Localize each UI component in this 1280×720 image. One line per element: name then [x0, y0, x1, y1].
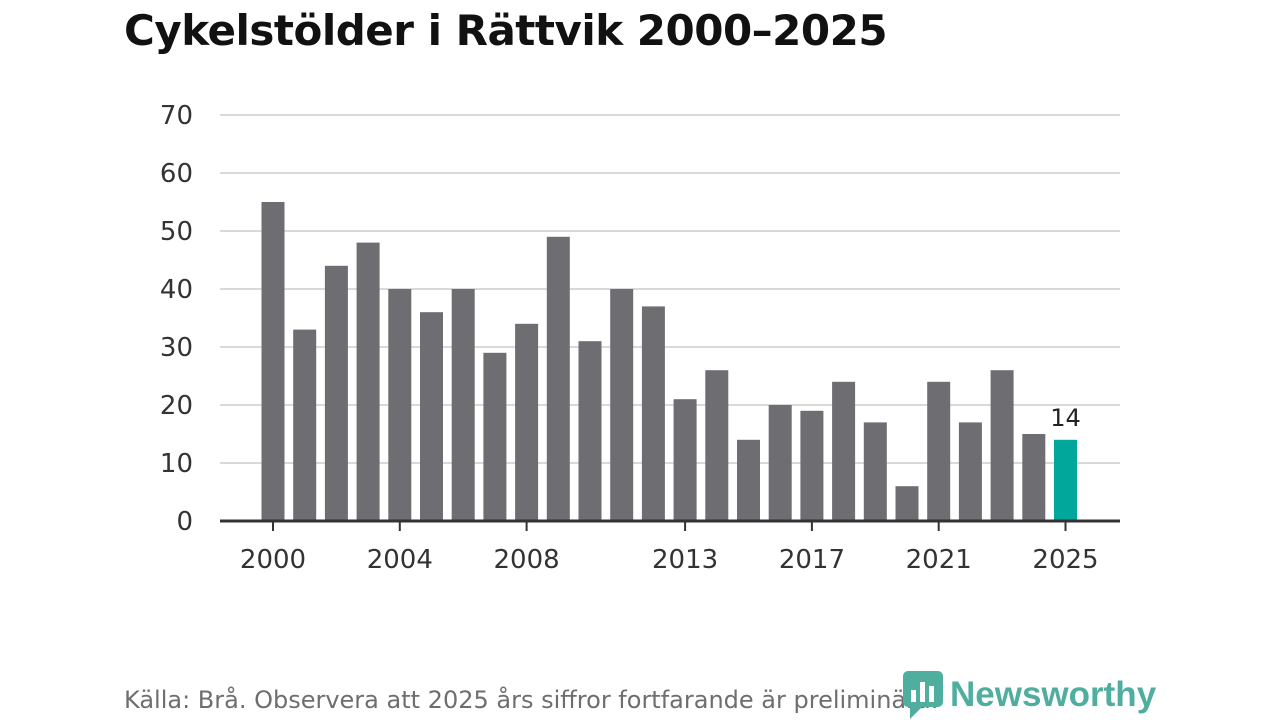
bar-2023 — [990, 370, 1014, 521]
y-tick-label-50: 50 — [160, 217, 193, 247]
bars — [261, 202, 1077, 522]
bar-2025 — [1054, 439, 1077, 521]
bar-2015 — [737, 439, 760, 521]
source-note: Källa: Brå. Observera att 2025 års siffr… — [124, 686, 939, 714]
brand-logo: Newsworthy — [902, 670, 1156, 720]
bar-2018 — [832, 381, 856, 521]
bar-2024 — [1022, 434, 1046, 521]
bar-chart: 0 10 20 30 40 50 60 70 2000 2004 2008 2013 2017 2021… — [160, 101, 1120, 575]
newsworthy-logo-icon — [903, 671, 943, 719]
bar-2021 — [927, 381, 951, 521]
y-tick-label-30: 30 — [160, 333, 193, 363]
bar-2004 — [388, 289, 412, 521]
bar-2022 — [958, 422, 982, 521]
bar-2007 — [483, 352, 507, 521]
bar-2013 — [673, 399, 697, 521]
bar-2009 — [546, 236, 570, 522]
y-tick-label-10: 10 — [160, 449, 193, 479]
bar-2020 — [895, 486, 919, 521]
chart-title: Cykelstölder i Rättvik 2000–2025 — [124, 6, 888, 55]
y-tick-label-0: 0 — [176, 507, 193, 537]
bar-2017 — [800, 410, 824, 521]
bar-2016 — [768, 405, 792, 521]
y-axis-ticks: 0 10 20 30 40 50 60 70 — [160, 101, 193, 537]
bar-2008 — [515, 323, 539, 521]
x-tick-label-2000: 2000 — [240, 545, 306, 575]
y-tick-label-20: 20 — [160, 391, 193, 421]
bar-2003 — [356, 242, 380, 521]
x-tick-label-2004: 2004 — [367, 545, 433, 575]
bar-2006 — [451, 289, 475, 521]
bar-2012 — [641, 306, 665, 521]
bar-2011 — [610, 289, 634, 521]
y-tick-label-40: 40 — [160, 275, 193, 305]
bar-2000 — [261, 202, 285, 521]
bar-2002 — [324, 265, 348, 521]
x-tick-label-2017: 2017 — [779, 545, 845, 575]
gridlines — [220, 114, 1120, 464]
x-tick-label-2008: 2008 — [494, 545, 560, 575]
x-tick-label-2021: 2021 — [906, 545, 972, 575]
bar-2019 — [863, 422, 887, 521]
y-tick-label-70: 70 — [160, 101, 193, 131]
bar-2005 — [420, 312, 443, 521]
x-tick-label-2025: 2025 — [1032, 545, 1098, 575]
x-axis-ticks: 2000 2004 2008 2013 2017 2021 2025 — [240, 521, 1099, 575]
bar-2014 — [705, 370, 729, 521]
highlight-value-label: 14 — [1050, 404, 1081, 432]
y-tick-label-60: 60 — [160, 159, 193, 189]
bar-2001 — [293, 329, 317, 521]
bar-2010 — [578, 341, 602, 521]
brand-name: Newsworthy — [950, 675, 1157, 714]
x-tick-label-2013: 2013 — [652, 545, 718, 575]
